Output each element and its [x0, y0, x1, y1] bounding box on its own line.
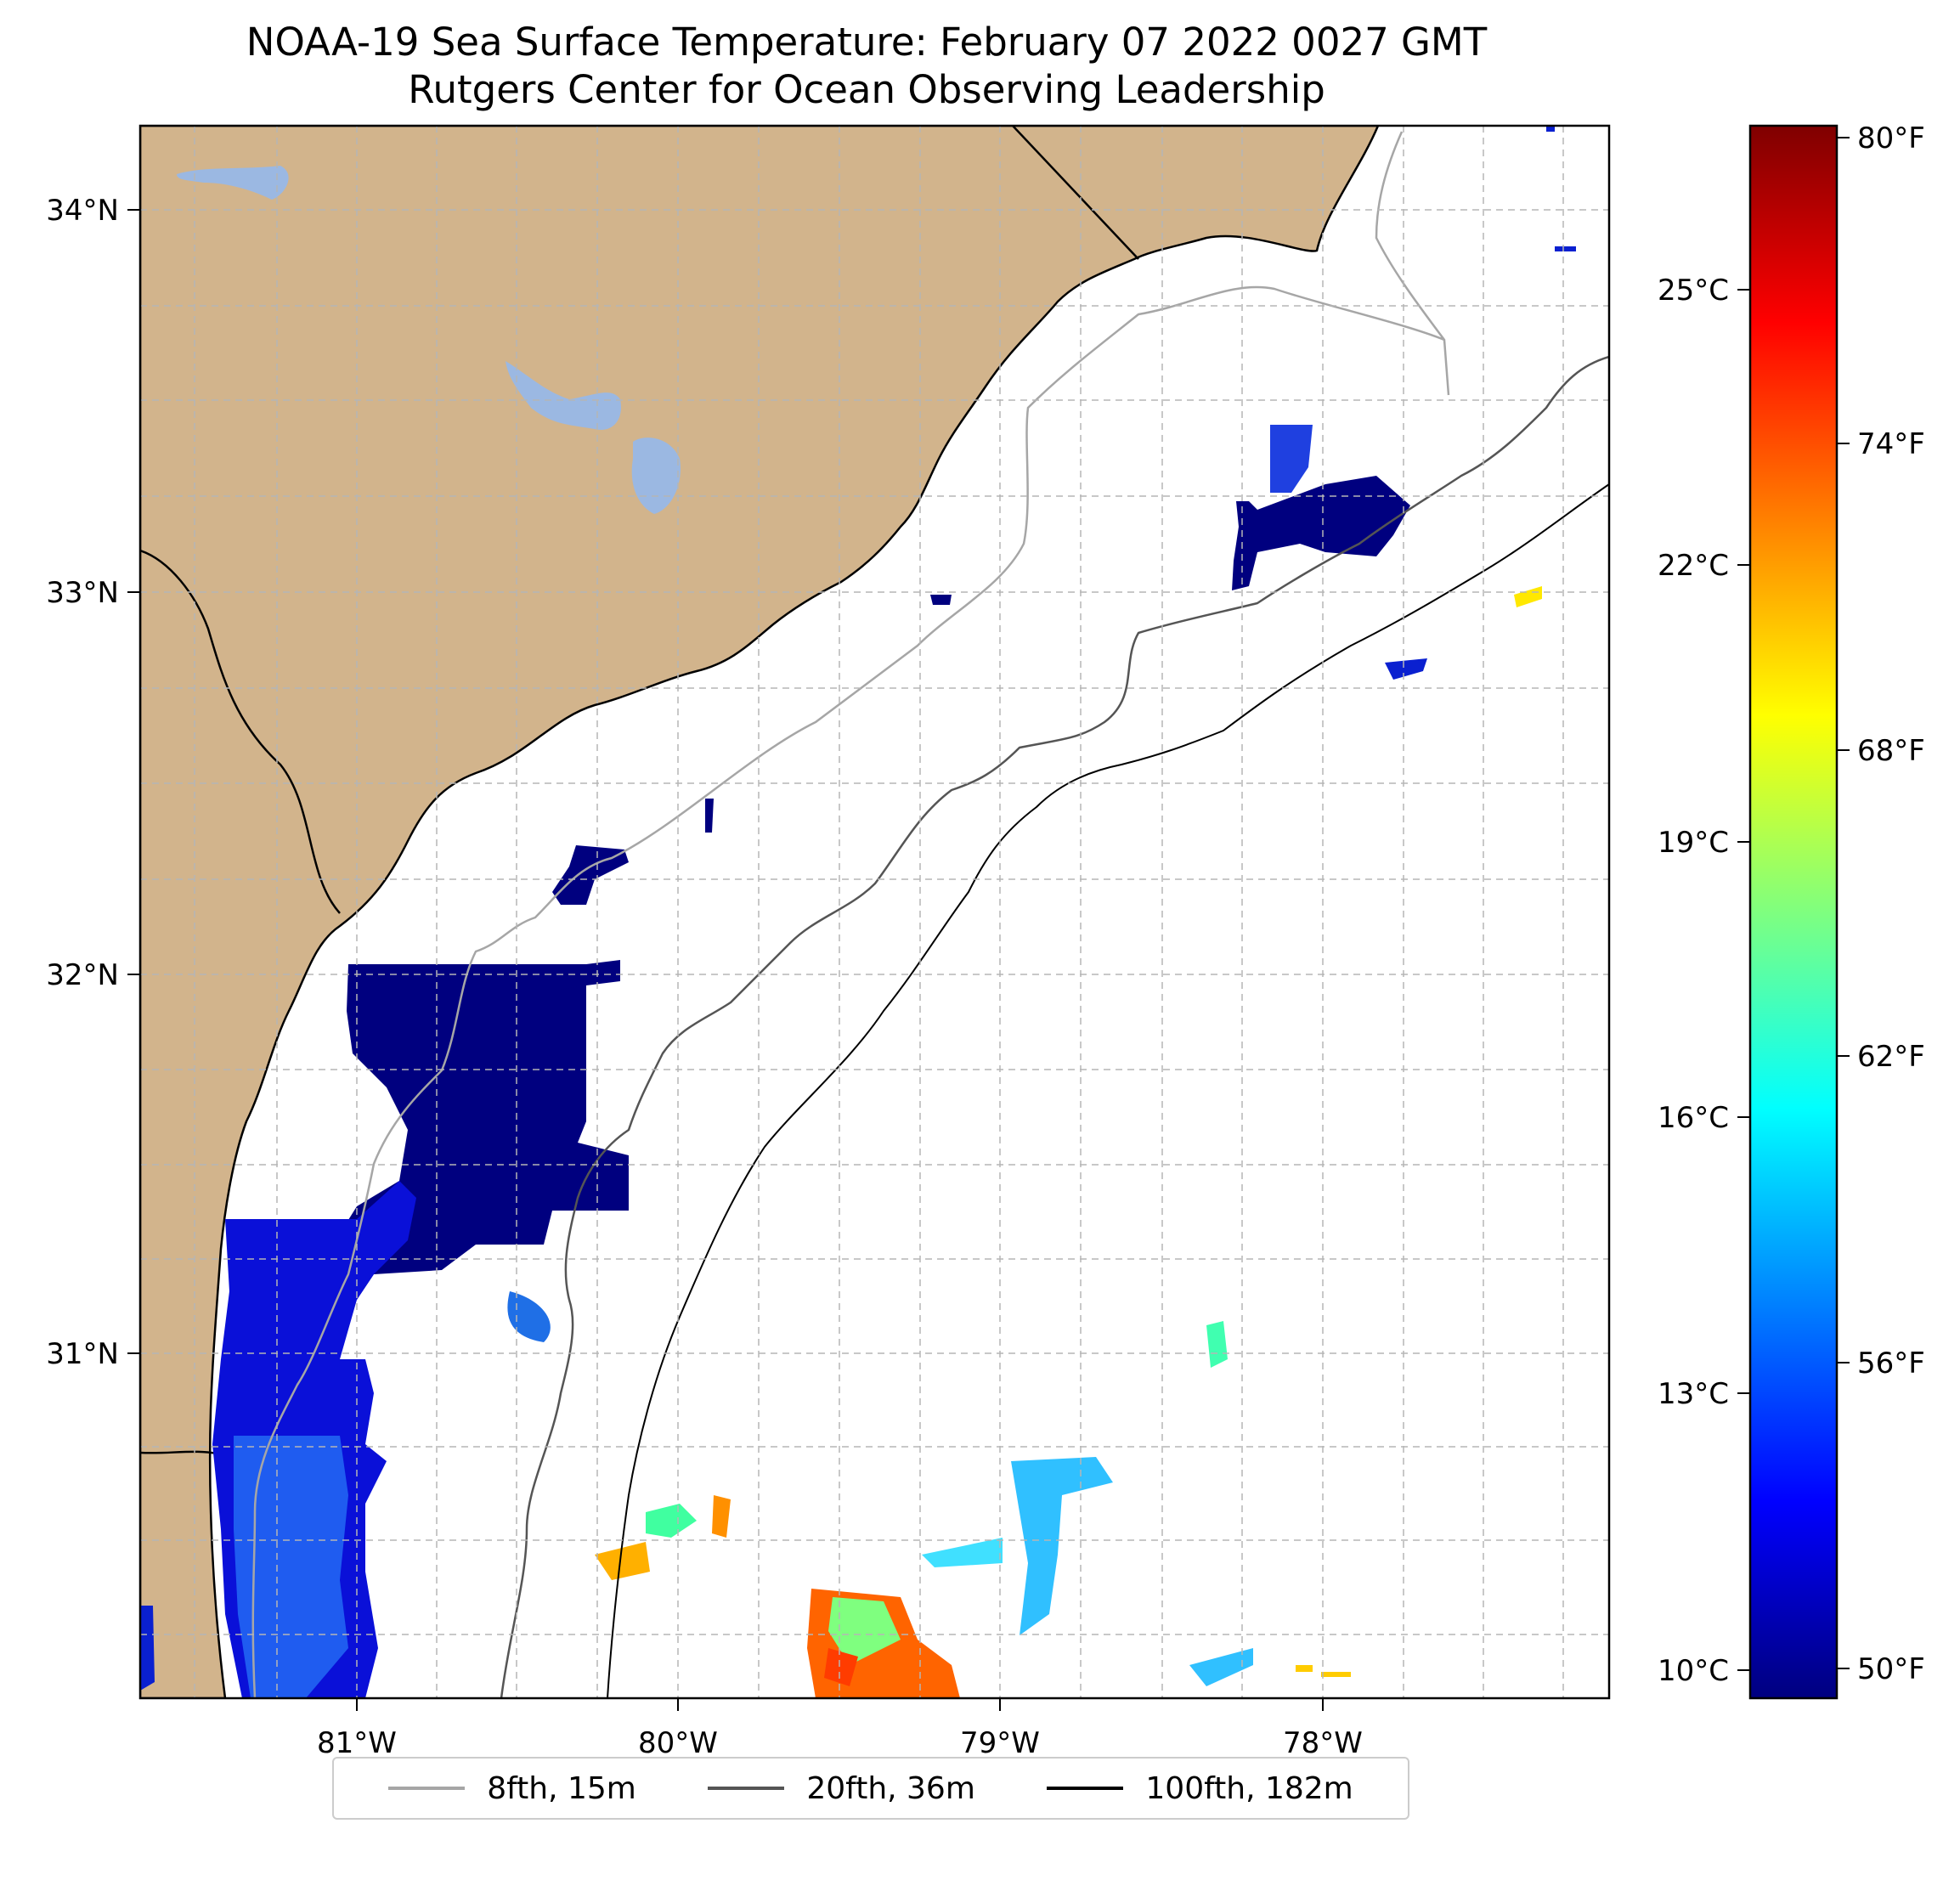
colorbar-f-label-56: 56°F	[1857, 1346, 1925, 1380]
legend-item-8fth: 8fth, 15m	[388, 1771, 636, 1806]
colorbar-c-label-16: 16°C	[1658, 1101, 1729, 1135]
colorbar-f-label-80: 80°F	[1857, 121, 1925, 155]
isobath-8fth-15m	[251, 131, 1450, 1698]
chart-title-line1: NOAA-19 Sea Surface Temperature: Februar…	[246, 20, 1488, 65]
legend-label: 20fth, 36m	[806, 1770, 975, 1806]
legend-label: 100fth, 182m	[1145, 1770, 1353, 1806]
colorbar-c-label-25: 25°C	[1658, 274, 1729, 308]
chart-title-line2: Rutgers Center for Ocean Observing Leade…	[408, 67, 1325, 112]
state-boundary-fl-ga	[140, 1450, 222, 1456]
colorbar	[1748, 124, 1839, 1700]
legend-line-icon	[1047, 1787, 1124, 1790]
map-gridlines	[140, 126, 1609, 1698]
isobath-100fth-182m	[607, 483, 1609, 1698]
map-ticks	[127, 209, 1324, 1711]
isobath-20fth-36m	[500, 355, 1609, 1698]
legend-label: 8fth, 15m	[487, 1770, 636, 1806]
colorbar-ticks	[1737, 137, 1850, 1671]
isobath-legend: 8fth, 15m 20fth, 36m 100fth, 182m	[332, 1757, 1409, 1820]
legend-line-icon	[388, 1787, 466, 1790]
lat-label-31: 31°N	[46, 1337, 119, 1371]
legend-item-20fth: 20fth, 36m	[708, 1771, 975, 1806]
state-boundary-sc-nc	[1012, 126, 1139, 260]
state-boundary-ga-sc	[140, 549, 341, 914]
colorbar-c-label-22: 22°C	[1658, 549, 1729, 583]
land-mass	[140, 126, 1380, 1698]
lat-label-34: 34°N	[46, 194, 119, 228]
lon-label-78: 78°W	[1283, 1726, 1363, 1760]
map-frame	[138, 124, 1611, 1700]
lat-label-32: 32°N	[46, 958, 119, 992]
lon-label-81: 81°W	[317, 1726, 397, 1760]
legend-line-icon	[708, 1787, 785, 1790]
lon-label-80: 80°W	[638, 1726, 718, 1760]
lon-label-79: 79°W	[960, 1726, 1040, 1760]
sst-data-layer	[140, 126, 1576, 1698]
colorbar-f-label-74: 74°F	[1857, 427, 1925, 461]
colorbar-c-label-19: 19°C	[1658, 826, 1729, 860]
lake-marion	[177, 166, 289, 200]
colorbar-c-label-13: 13°C	[1658, 1377, 1729, 1411]
lake-moultrie	[506, 361, 621, 430]
colorbar-f-label-68: 68°F	[1857, 734, 1925, 768]
colorbar-f-label-50: 50°F	[1857, 1652, 1925, 1686]
legend-item-100fth: 100fth, 182m	[1047, 1771, 1353, 1806]
lat-label-33: 33°N	[46, 576, 119, 610]
colorbar-c-label-10: 10°C	[1658, 1654, 1729, 1688]
colorbar-f-label-62: 62°F	[1857, 1040, 1925, 1074]
lake-moultrie-lower	[631, 438, 681, 514]
